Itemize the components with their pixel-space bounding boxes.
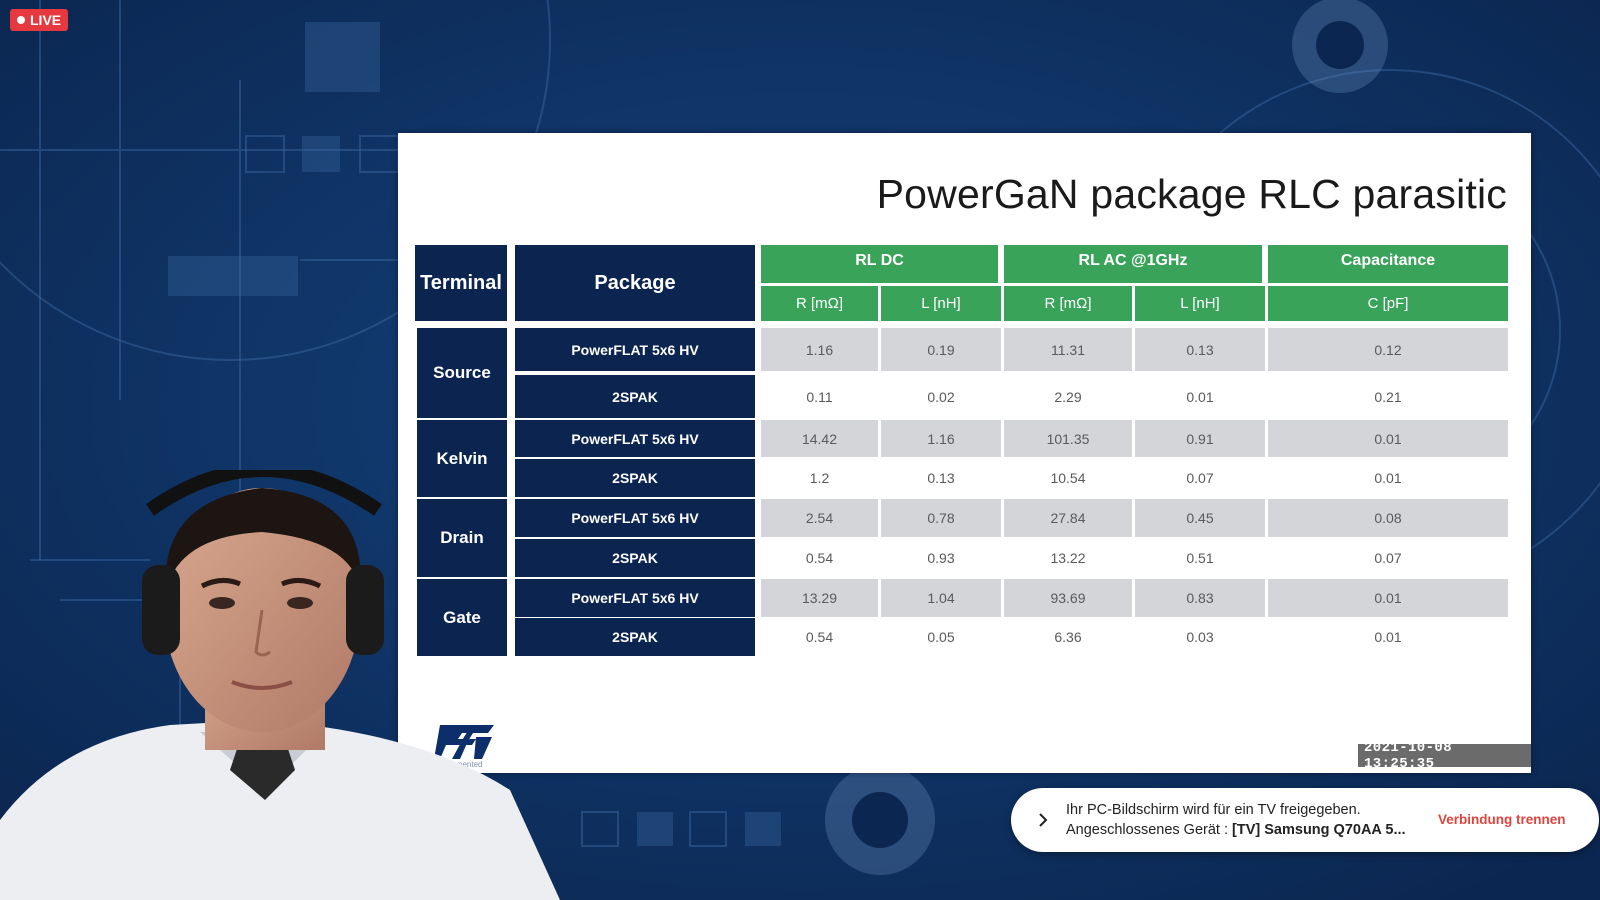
value-cell: 0.51 <box>1186 550 1214 566</box>
value-cell: 0.93 <box>927 550 955 566</box>
notification-device: Angeschlossenes Gerät : [TV] Samsung Q70… <box>1066 822 1406 838</box>
rlc-table: Terminal Package RL DC RL AC @1GHz Capacitan… <box>398 133 1531 773</box>
package-cell: 2SPAK <box>515 375 755 418</box>
package-cell: PowerFLAT 5x6 HV <box>515 499 755 537</box>
value-cell: 0.19 <box>881 328 1001 371</box>
value-cell: 0.07 <box>1374 550 1402 566</box>
value-cell: 0.54 <box>805 550 834 566</box>
chevron-right-icon[interactable] <box>1033 808 1053 832</box>
value-cell: 0.01 <box>1374 470 1402 486</box>
value-cell: 13.22 <box>1050 550 1086 566</box>
notification-message: Ihr PC-Bildschirm wird für ein TV freige… <box>1066 802 1361 818</box>
presentation-slide: PowerGaN package RLC parasitic Terminal P… <box>398 133 1531 773</box>
presenter-webcam <box>0 470 560 900</box>
value-cell: 0.01 <box>1268 579 1508 617</box>
terminal-cell: Source <box>417 328 507 418</box>
value-cell: 6.36 <box>1054 629 1082 645</box>
value-cell: 10.54 <box>1050 470 1086 486</box>
package-cell: PowerFLAT 5x6 HV <box>515 579 755 617</box>
value-cell: 0.11 <box>806 388 833 405</box>
value-cell: 0.21 <box>1374 388 1402 405</box>
header-subcolumn: R [mΩ] <box>761 286 878 321</box>
value-cell: 11.31 <box>1004 328 1132 371</box>
value-cell: 0.91 <box>1135 420 1265 457</box>
value-cell: 101.35 <box>1004 420 1132 457</box>
value-cell: 0.54 <box>805 629 834 645</box>
screen-share-notification: Ihr PC-Bildschirm wird für ein TV freige… <box>1011 788 1599 852</box>
timestamp: 2021-10-08 13:25:35 <box>1358 740 1531 772</box>
value-cell: 0.08 <box>1268 499 1508 537</box>
value-cell: 0.02 <box>927 388 955 405</box>
header-group: Capacitance <box>1268 245 1508 283</box>
package-cell: PowerFLAT 5x6 HV <box>515 328 755 371</box>
header-package: Package <box>515 245 755 321</box>
header-subcolumn: L [nH] <box>881 286 1001 321</box>
device-name: [TV] Samsung Q70AA 5... <box>1232 822 1406 838</box>
header-terminal: Terminal <box>415 245 507 321</box>
value-cell: 0.01 <box>1374 629 1402 645</box>
package-cell: 2SPAK <box>515 459 755 497</box>
value-cell: 2.54 <box>761 499 878 537</box>
live-badge: LIVE <box>10 9 69 31</box>
header-subcolumn: L [nH] <box>1135 286 1265 321</box>
header-subcolumn: C [pF] <box>1268 286 1508 321</box>
value-cell: 0.03 <box>1186 629 1214 645</box>
terminal-cell: Gate <box>417 579 507 656</box>
live-label: LIVE <box>30 12 62 28</box>
terminal-cell: Kelvin <box>417 420 507 497</box>
package-cell: 2SPAK <box>515 539 755 577</box>
value-cell: 1.16 <box>761 328 878 371</box>
value-cell: 0.13 <box>927 470 955 486</box>
value-cell: 2.29 <box>1054 388 1082 405</box>
value-cell: 0.78 <box>881 499 1001 537</box>
terminal-cell: Drain <box>417 499 507 577</box>
value-cell: 13.29 <box>761 579 878 617</box>
package-cell: 2SPAK <box>515 618 755 656</box>
value-cell: 93.69 <box>1004 579 1132 617</box>
package-cell: PowerFLAT 5x6 HV <box>515 420 755 457</box>
st-logo-icon <box>434 725 494 759</box>
header-subcolumn: R [mΩ] <box>1004 286 1132 321</box>
value-cell: 0.05 <box>927 629 955 645</box>
device-prefix: Angeschlossenes Gerät : <box>1066 822 1233 838</box>
value-cell: 1.2 <box>809 470 830 486</box>
slide-title: PowerGaN package RLC parasitic <box>876 171 1507 217</box>
value-cell: 0.45 <box>1135 499 1265 537</box>
header-group: RL AC @1GHz <box>1004 245 1262 283</box>
value-cell: 0.01 <box>1186 388 1214 405</box>
header-group: RL DC <box>761 245 998 283</box>
value-cell: 0.01 <box>1268 420 1508 457</box>
disconnect-button[interactable]: Verbindung trennen <box>1438 812 1566 827</box>
value-cell: 1.04 <box>881 579 1001 617</box>
value-cell: 27.84 <box>1004 499 1132 537</box>
live-dot-icon <box>17 16 25 24</box>
value-cell: 0.13 <box>1135 328 1265 371</box>
value-cell: 1.16 <box>881 420 1001 457</box>
value-cell: 0.83 <box>1135 579 1265 617</box>
value-cell: 0.07 <box>1186 470 1214 486</box>
value-cell: 0.12 <box>1268 328 1508 371</box>
value-cell: 14.42 <box>761 420 878 457</box>
